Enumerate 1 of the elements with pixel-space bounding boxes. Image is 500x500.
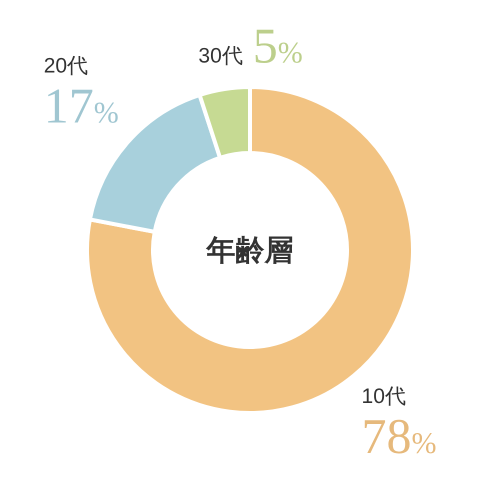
title: 年齢層: [206, 235, 294, 267]
